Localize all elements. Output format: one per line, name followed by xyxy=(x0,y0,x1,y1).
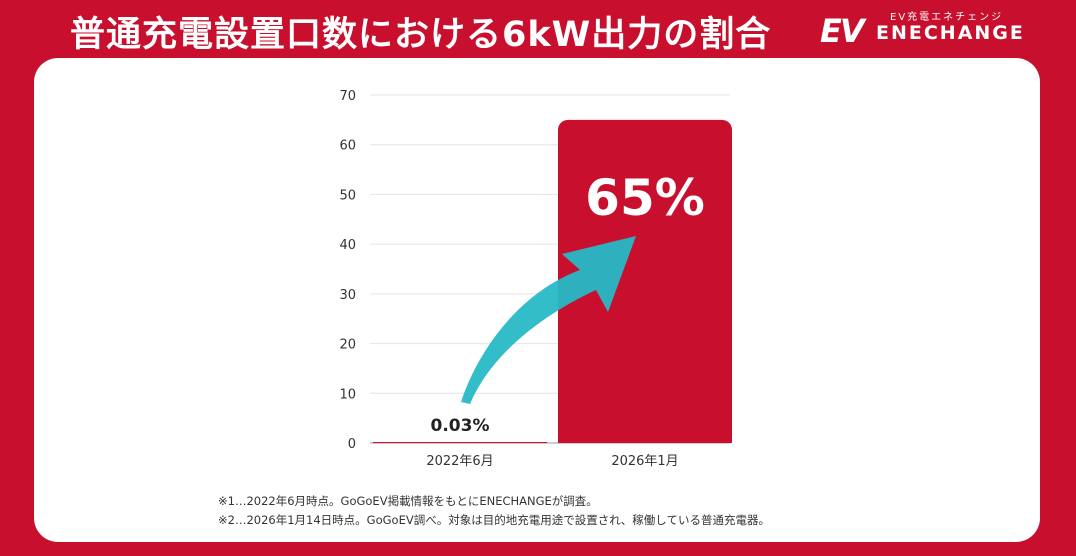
y-tick-label: 10 xyxy=(339,387,356,402)
y-tick-label: 50 xyxy=(339,188,356,203)
y-tick-label: 20 xyxy=(339,338,356,353)
x-tick-label: 2026年1月 xyxy=(611,454,678,469)
bar xyxy=(373,442,547,443)
y-tick-label: 70 xyxy=(339,89,356,104)
y-tick-label: 0 xyxy=(348,437,356,452)
footnotes: ※1…2022年6月時点。GoGoEV掲載情報をもとにENECHANGEが調査。… xyxy=(218,492,770,530)
y-tick-label: 30 xyxy=(339,288,356,303)
footnote-2: ※2…2026年1月14日時点。GoGoEV調べ。対象は目的地充電用途で設置され… xyxy=(218,513,770,527)
logo-subtitle: EV充電エネチェンジ xyxy=(890,12,1004,23)
trend-arrow xyxy=(461,236,636,404)
x-tick-label: 2022年6月 xyxy=(426,454,493,469)
enechange-logo: EV EV充電エネチェンジ ENECHANGE xyxy=(820,8,1023,50)
data-label: 0.03% xyxy=(431,416,490,436)
footnote-1: ※1…2022年6月時点。GoGoEV掲載情報をもとにENECHANGEが調査。 xyxy=(218,494,598,508)
logo-mark: EV xyxy=(820,12,865,50)
page-title: 普通充電設置口数における6kW出力の割合 xyxy=(70,15,772,55)
y-tick-label: 40 xyxy=(339,238,356,253)
y-tick-label: 60 xyxy=(339,139,356,154)
data-label: 65% xyxy=(585,169,705,227)
logo-brand: ENECHANGE xyxy=(876,22,1025,44)
